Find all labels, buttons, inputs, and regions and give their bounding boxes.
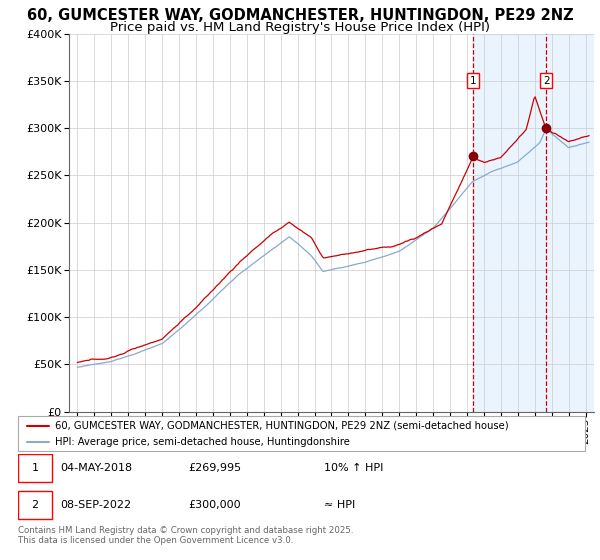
Text: Contains HM Land Registry data © Crown copyright and database right 2025.: Contains HM Land Registry data © Crown c… (18, 526, 353, 535)
Text: 04-MAY-2018: 04-MAY-2018 (61, 463, 133, 473)
Text: 60, GUMCESTER WAY, GODMANCHESTER, HUNTINGDON, PE29 2NZ: 60, GUMCESTER WAY, GODMANCHESTER, HUNTIN… (26, 8, 574, 24)
Text: 1: 1 (32, 463, 38, 473)
Bar (473, 34, 600, 412)
Text: 08-SEP-2022: 08-SEP-2022 (61, 500, 131, 510)
Text: ≈ HPI: ≈ HPI (324, 500, 355, 510)
FancyBboxPatch shape (18, 416, 585, 451)
Text: £300,000: £300,000 (188, 500, 241, 510)
Text: 2: 2 (31, 500, 38, 510)
Text: £269,995: £269,995 (188, 463, 241, 473)
FancyBboxPatch shape (18, 454, 52, 482)
Text: 1: 1 (469, 76, 476, 86)
Text: Price paid vs. HM Land Registry's House Price Index (HPI): Price paid vs. HM Land Registry's House … (110, 21, 490, 34)
Text: HPI: Average price, semi-detached house, Huntingdonshire: HPI: Average price, semi-detached house,… (55, 437, 350, 447)
Text: 2: 2 (543, 76, 550, 86)
Text: 60, GUMCESTER WAY, GODMANCHESTER, HUNTINGDON, PE29 2NZ (semi-detached house): 60, GUMCESTER WAY, GODMANCHESTER, HUNTIN… (55, 421, 508, 431)
Text: This data is licensed under the Open Government Licence v3.0.: This data is licensed under the Open Gov… (18, 536, 293, 545)
Text: 10% ↑ HPI: 10% ↑ HPI (324, 463, 383, 473)
FancyBboxPatch shape (18, 491, 52, 519)
